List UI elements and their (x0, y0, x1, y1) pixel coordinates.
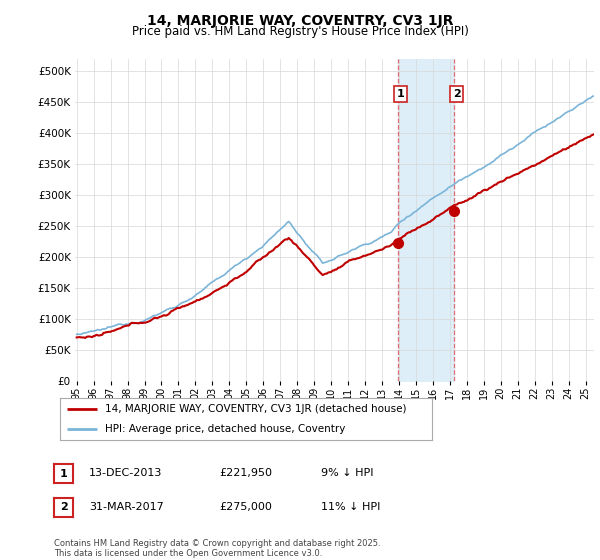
Text: 2: 2 (453, 89, 460, 99)
Text: 1: 1 (397, 89, 404, 99)
Text: Price paid vs. HM Land Registry's House Price Index (HPI): Price paid vs. HM Land Registry's House … (131, 25, 469, 38)
Text: HPI: Average price, detached house, Coventry: HPI: Average price, detached house, Cove… (104, 424, 345, 434)
Text: 31-MAR-2017: 31-MAR-2017 (89, 502, 164, 512)
Text: 13-DEC-2013: 13-DEC-2013 (89, 468, 162, 478)
Text: £221,950: £221,950 (219, 468, 272, 478)
Text: 14, MARJORIE WAY, COVENTRY, CV3 1JR (detached house): 14, MARJORIE WAY, COVENTRY, CV3 1JR (det… (104, 404, 406, 414)
Text: 14, MARJORIE WAY, COVENTRY, CV3 1JR: 14, MARJORIE WAY, COVENTRY, CV3 1JR (147, 14, 453, 28)
Text: 11% ↓ HPI: 11% ↓ HPI (321, 502, 380, 512)
Text: 1: 1 (60, 469, 67, 479)
Text: 2: 2 (60, 502, 67, 512)
Text: Contains HM Land Registry data © Crown copyright and database right 2025.
This d: Contains HM Land Registry data © Crown c… (54, 539, 380, 558)
Text: £275,000: £275,000 (219, 502, 272, 512)
Text: 9% ↓ HPI: 9% ↓ HPI (321, 468, 373, 478)
